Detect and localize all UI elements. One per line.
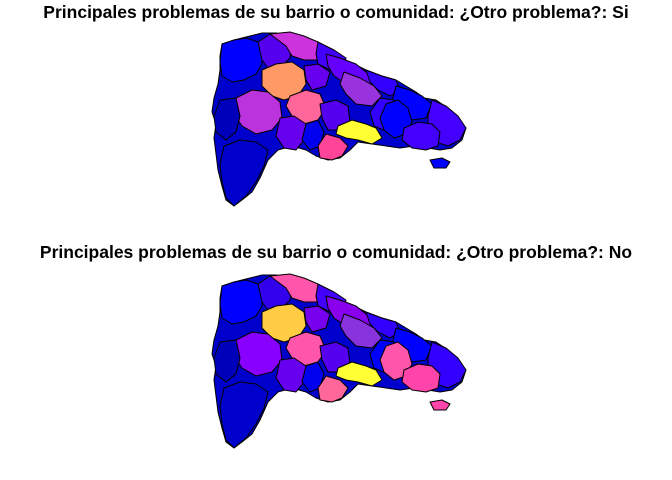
province-center-s xyxy=(275,357,307,393)
province-center-e xyxy=(339,71,383,107)
choropleth-map-si xyxy=(211,31,467,207)
map-title-no: Principales problemas de su barrio o com… xyxy=(39,242,633,262)
province-capital xyxy=(335,361,383,387)
province-west-s xyxy=(213,97,241,141)
province-center-s xyxy=(275,115,307,151)
province-southc xyxy=(317,375,349,403)
province-center-n xyxy=(261,61,307,101)
province-center-e xyxy=(339,313,383,349)
province-cn2 xyxy=(303,63,331,91)
map-title-si: Principales problemas de su barrio o com… xyxy=(43,2,629,22)
province-sw xyxy=(219,139,269,207)
choropleth-map-no xyxy=(211,273,467,449)
province-southc xyxy=(317,133,349,161)
province-saona xyxy=(429,157,451,169)
province-center-n xyxy=(261,303,307,343)
province-se2 xyxy=(401,121,441,151)
province-west-s xyxy=(213,339,241,383)
province-cn2 xyxy=(303,305,331,333)
province-sw xyxy=(219,381,269,449)
province-capital xyxy=(335,119,383,145)
province-nw1 xyxy=(219,37,263,83)
province-se2 xyxy=(401,363,441,393)
province-nw1 xyxy=(219,279,263,325)
province-saona xyxy=(429,399,451,411)
